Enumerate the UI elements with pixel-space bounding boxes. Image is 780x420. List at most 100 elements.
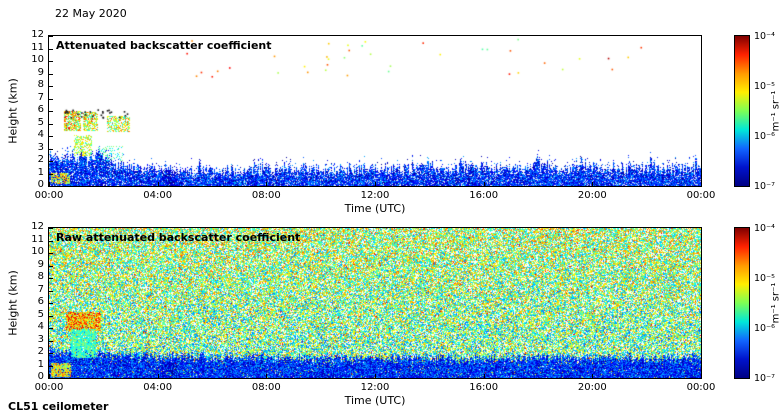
x-tick-label: 00:00 xyxy=(34,190,64,201)
y-tick-label: 4 xyxy=(37,129,44,140)
x-tick xyxy=(49,374,50,378)
y-tick xyxy=(49,123,53,125)
x-tick-label: 16:00 xyxy=(469,190,499,201)
panel-raw-backscatter: Height (km) Raw attenuated backscatter c… xyxy=(0,221,780,419)
x-tick-label: 00:00 xyxy=(686,382,716,393)
x-tick-label: 16:00 xyxy=(469,382,499,393)
y-tick-label: 8 xyxy=(37,271,44,282)
x-tick xyxy=(483,374,485,378)
y-tick-label: 11 xyxy=(31,233,44,245)
x-tick-label: 20:00 xyxy=(577,190,607,201)
y-tick-label: 4 xyxy=(37,321,44,332)
x-tick xyxy=(375,374,376,378)
plot-area-raw: Raw attenuated backscatter coefficient xyxy=(48,227,702,379)
x-tick xyxy=(701,374,702,378)
y-tick xyxy=(49,378,53,379)
colorbar-tick-label: 10⁻⁴ xyxy=(754,223,775,234)
y-tick-label: 9 xyxy=(37,66,44,78)
panel-attenuated-backscatter: Height (km) Attenuated backscatter coeff… xyxy=(0,29,780,227)
x-tick xyxy=(157,182,159,186)
y-tick xyxy=(49,303,53,304)
y-tick xyxy=(49,48,53,50)
x-tick xyxy=(483,182,485,186)
colorbar-tick-label: 10⁻⁴ xyxy=(754,31,775,42)
y-tick-label: 6 xyxy=(37,104,44,115)
y-tick xyxy=(49,98,53,100)
y-tick xyxy=(49,161,53,162)
y-tick xyxy=(49,148,53,150)
y-tick xyxy=(49,186,53,187)
y-tick xyxy=(49,365,53,367)
y-tick-label: 1 xyxy=(37,358,44,370)
y-tick xyxy=(49,173,53,175)
y-tick-label: 0 xyxy=(37,179,44,190)
y-tick-label: 12 xyxy=(31,29,44,40)
y-tick-label: 8 xyxy=(37,79,44,90)
colorbar-tick-label: 10⁻⁶ xyxy=(754,323,775,334)
date-label: 22 May 2020 xyxy=(55,7,127,20)
y-tick-label: 10 xyxy=(31,54,44,65)
x-tick xyxy=(49,182,50,186)
x-tick-label: 08:00 xyxy=(251,382,281,393)
y-tick-label: 1 xyxy=(37,166,44,178)
y-tick xyxy=(49,278,53,279)
instrument-label: CL51 ceilometer xyxy=(8,400,109,413)
y-tick xyxy=(49,240,53,242)
x-axis-label: Time (UTC) xyxy=(344,202,406,215)
y-tick-label: 12 xyxy=(31,221,44,232)
x-tick xyxy=(592,374,594,378)
colorbar: 10⁻⁴ 10⁻⁵ 10⁻⁶ 10⁻⁷ m⁻¹ sr⁻¹ xyxy=(734,223,780,384)
colorbar: 10⁻⁴ 10⁻⁵ 10⁻⁶ 10⁻⁷ m⁻¹ sr⁻¹ xyxy=(734,31,780,192)
y-tick xyxy=(49,86,53,87)
heatmap-canvas-attenuated xyxy=(49,36,701,186)
x-tick-label: 20:00 xyxy=(577,382,607,393)
x-tick xyxy=(157,374,159,378)
plot-area-attenuated: Attenuated backscatter coefficient xyxy=(48,35,702,187)
x-tick xyxy=(266,182,268,186)
x-tick xyxy=(266,374,268,378)
colorbar-gradient xyxy=(735,36,749,186)
y-tick xyxy=(49,315,53,317)
y-tick xyxy=(49,353,53,354)
panel-title: Raw attenuated backscatter coefficient xyxy=(56,231,301,244)
heatmap-canvas-raw xyxy=(49,228,701,378)
y-tick-label: 11 xyxy=(31,41,44,53)
y-tick-label: 10 xyxy=(31,246,44,257)
colorbar-tick-label: 10⁻⁶ xyxy=(754,131,775,142)
panel-title: Attenuated backscatter coefficient xyxy=(56,39,272,52)
x-axis-label: Time (UTC) xyxy=(344,394,406,407)
x-tick xyxy=(701,182,702,186)
y-tick-label: 2 xyxy=(37,154,44,165)
y-tick xyxy=(49,228,53,229)
colorbar-tick-label: 10⁻⁵ xyxy=(754,81,775,92)
y-tick xyxy=(49,73,53,75)
y-tick-label: 2 xyxy=(37,346,44,357)
colorbar-gradient xyxy=(735,228,749,378)
y-tick-label: 7 xyxy=(37,91,44,103)
y-tick xyxy=(49,136,53,137)
y-tick-label: 3 xyxy=(37,333,44,345)
x-tick-label: 08:00 xyxy=(251,190,281,201)
y-tick-label: 9 xyxy=(37,258,44,270)
y-tick xyxy=(49,111,53,112)
x-tick xyxy=(375,182,376,186)
x-tick-label: 12:00 xyxy=(360,382,390,393)
x-tick xyxy=(592,182,594,186)
y-tick-label: 7 xyxy=(37,283,44,295)
colorbar-unit-label: m⁻¹ sr⁻¹ xyxy=(770,282,780,324)
y-tick xyxy=(49,328,53,329)
x-tick-label: 00:00 xyxy=(34,382,64,393)
y-tick xyxy=(49,61,53,62)
x-tick-label: 12:00 xyxy=(360,190,390,201)
colorbar-tick-label: 10⁻⁵ xyxy=(754,273,775,284)
y-tick xyxy=(49,36,53,37)
x-tick-label: 04:00 xyxy=(143,190,173,201)
colorbar-unit-label: m⁻¹ sr⁻¹ xyxy=(770,90,780,132)
y-tick xyxy=(49,290,53,292)
y-tick-label: 5 xyxy=(37,308,44,320)
y-tick xyxy=(49,265,53,267)
x-tick-label: 04:00 xyxy=(143,382,173,393)
x-tick-label: 00:00 xyxy=(686,190,716,201)
y-tick xyxy=(49,253,53,254)
